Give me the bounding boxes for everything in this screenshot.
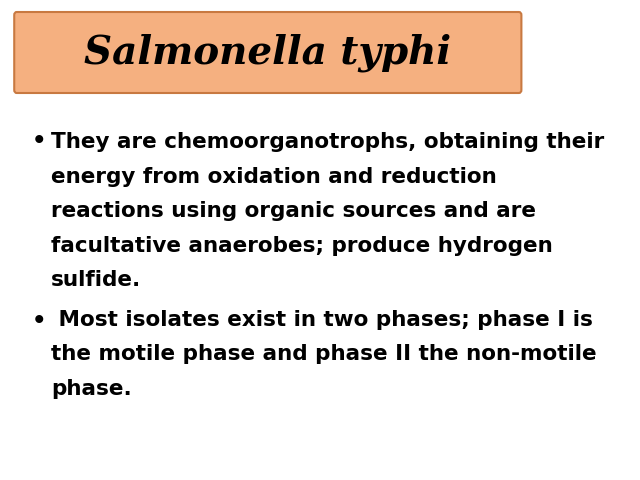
Text: the motile phase and phase II the non-motile: the motile phase and phase II the non-mo… <box>51 344 596 364</box>
Text: Most isolates exist in two phases; phase I is: Most isolates exist in two phases; phase… <box>51 310 593 330</box>
Text: sulfide.: sulfide. <box>51 270 141 290</box>
FancyBboxPatch shape <box>14 12 522 93</box>
Text: facultative anaerobes; produce hydrogen: facultative anaerobes; produce hydrogen <box>51 236 552 256</box>
Text: phase.: phase. <box>51 379 132 399</box>
Text: energy from oxidation and reduction: energy from oxidation and reduction <box>51 167 497 187</box>
Text: Salmonella typhi: Salmonella typhi <box>84 34 451 72</box>
Text: They are chemoorganotrophs, obtaining their: They are chemoorganotrophs, obtaining th… <box>51 132 604 152</box>
Text: •: • <box>32 310 47 333</box>
Text: •: • <box>32 130 47 153</box>
Text: reactions using organic sources and are: reactions using organic sources and are <box>51 201 536 221</box>
